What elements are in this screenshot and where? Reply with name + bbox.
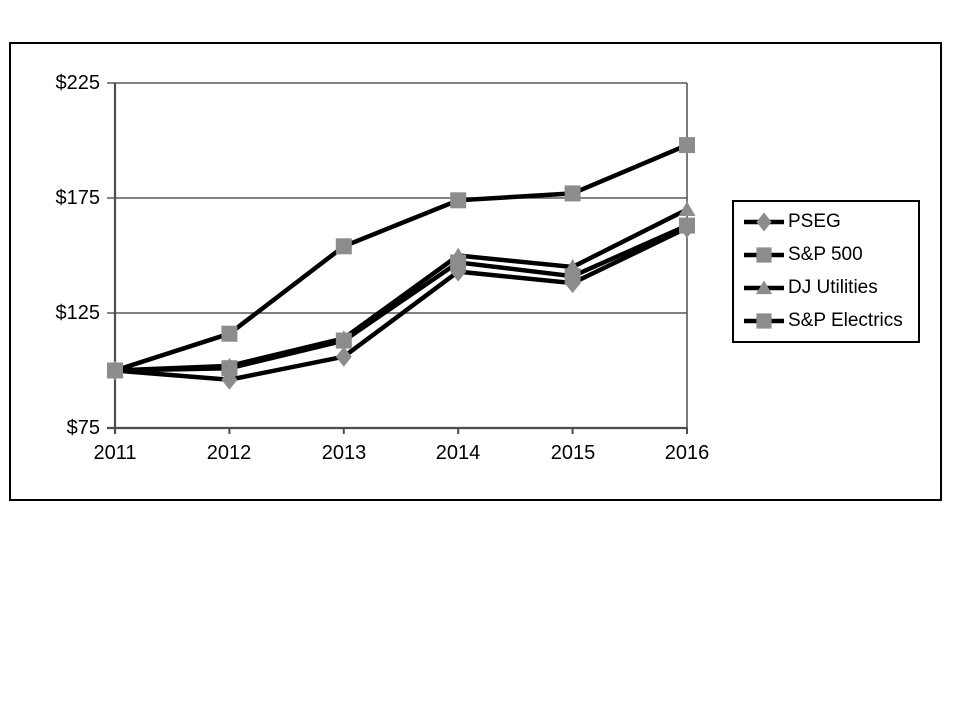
legend-label: DJ Utilities	[788, 276, 878, 298]
x-axis-tick-label: 2015	[550, 442, 596, 464]
x-axis-tick-label: 2012	[206, 442, 252, 464]
x-axis-tick-label: 2011	[93, 442, 137, 464]
legend-label: S&P 500	[788, 244, 863, 266]
legend-square-marker-icon	[744, 247, 784, 263]
x-axis-tick-label: 2013	[321, 442, 367, 464]
legend-item-dj-utilities: DJ Utilities	[743, 275, 918, 301]
y-axis-tick-label: $75	[66, 417, 100, 439]
legend-square-marker-icon	[744, 313, 784, 329]
y-axis-tick-label: $175	[55, 187, 101, 209]
legend-label: S&P Electrics	[788, 309, 903, 331]
legend-label: PSEG	[788, 211, 841, 233]
chart-legend: PSEG S&P 500 DJ Utilities S&P Electrics	[732, 200, 920, 343]
legend-triangle-marker-icon	[744, 280, 784, 295]
y-axis-tick-label: $225	[55, 72, 101, 94]
legend-item-pseg: PSEG	[743, 209, 918, 235]
y-axis-tick-label: $125	[55, 302, 101, 324]
x-axis-tick-label: 2014	[435, 442, 481, 464]
x-axis-tick-label: 2016	[664, 442, 710, 464]
legend-item-sp-electrics: S&P Electrics	[743, 308, 918, 334]
legend-diamond-marker-icon	[744, 212, 784, 232]
legend-item-sp500: S&P 500	[743, 242, 918, 268]
